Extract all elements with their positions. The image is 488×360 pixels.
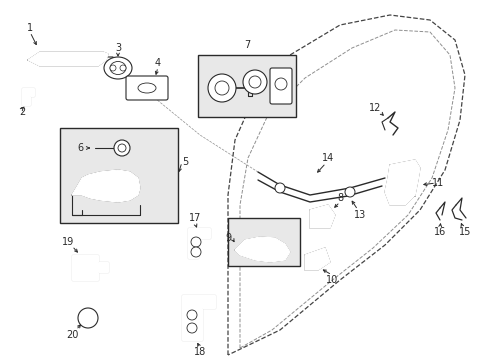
Circle shape <box>78 308 98 328</box>
Circle shape <box>186 310 197 320</box>
Ellipse shape <box>138 83 156 93</box>
Text: 6: 6 <box>77 143 83 153</box>
Text: 5: 5 <box>182 157 188 167</box>
Text: 2: 2 <box>19 107 25 117</box>
Polygon shape <box>305 248 329 270</box>
Bar <box>60 128 178 223</box>
Text: 17: 17 <box>188 213 201 223</box>
Circle shape <box>274 78 286 90</box>
Circle shape <box>243 70 266 94</box>
Text: 20: 20 <box>66 330 78 340</box>
Polygon shape <box>235 237 289 262</box>
Text: 14: 14 <box>321 153 333 163</box>
Circle shape <box>215 81 228 95</box>
Text: 3: 3 <box>115 43 121 53</box>
Circle shape <box>110 65 116 71</box>
Circle shape <box>274 183 285 193</box>
Polygon shape <box>384 160 419 205</box>
Circle shape <box>207 74 236 102</box>
Polygon shape <box>72 255 108 280</box>
Polygon shape <box>72 170 140 202</box>
Circle shape <box>248 76 261 88</box>
FancyBboxPatch shape <box>269 68 291 104</box>
Polygon shape <box>22 88 34 105</box>
Circle shape <box>120 65 126 71</box>
Ellipse shape <box>110 62 126 75</box>
Text: 11: 11 <box>431 178 443 188</box>
Text: 19: 19 <box>62 237 74 247</box>
Polygon shape <box>182 295 215 340</box>
Polygon shape <box>187 228 209 258</box>
Circle shape <box>186 323 197 333</box>
Text: 10: 10 <box>325 275 337 285</box>
FancyBboxPatch shape <box>126 76 168 100</box>
Text: 18: 18 <box>193 347 206 357</box>
Circle shape <box>114 140 130 156</box>
Circle shape <box>191 247 201 257</box>
Text: 9: 9 <box>224 233 231 243</box>
Text: 12: 12 <box>368 103 381 113</box>
Bar <box>198 55 295 117</box>
Ellipse shape <box>104 57 132 79</box>
Text: 8: 8 <box>336 193 343 203</box>
Text: 15: 15 <box>458 227 470 237</box>
Circle shape <box>191 237 201 247</box>
Text: 7: 7 <box>244 40 250 50</box>
Polygon shape <box>309 205 334 228</box>
Bar <box>227 218 299 266</box>
Polygon shape <box>28 52 108 66</box>
Circle shape <box>118 144 126 152</box>
Text: 13: 13 <box>353 210 366 220</box>
Text: 1: 1 <box>27 23 33 33</box>
Text: 16: 16 <box>433 227 445 237</box>
Text: 4: 4 <box>155 58 161 68</box>
Circle shape <box>345 187 354 197</box>
